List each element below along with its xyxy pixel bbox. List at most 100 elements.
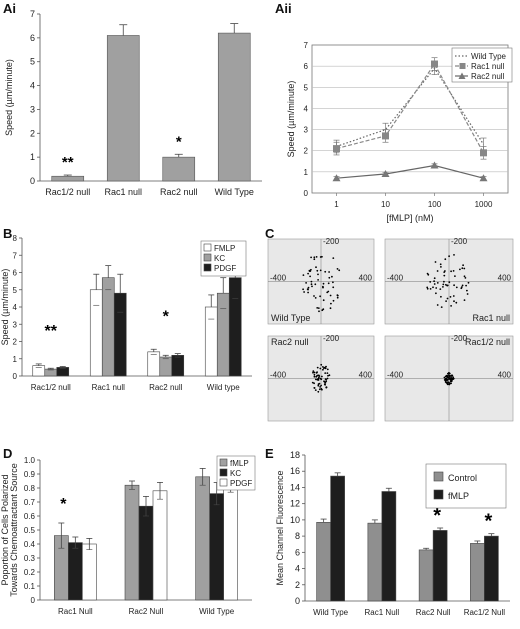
scatter-point <box>310 256 312 259</box>
scatter-point <box>453 300 455 303</box>
tick-label: -200 <box>451 334 468 343</box>
scatter-point <box>443 376 446 379</box>
y-tick-label: 2 <box>304 147 309 156</box>
subplot-label: Rac1/2 null <box>465 337 510 347</box>
scatter-point <box>332 257 335 259</box>
scatter-point <box>326 372 329 374</box>
scatter-point <box>319 295 321 298</box>
scatter-point <box>324 270 327 273</box>
scatter-point <box>320 378 323 381</box>
y-tick-label: 2 <box>13 338 18 347</box>
scatter-point <box>450 380 453 382</box>
x-tick-label: Rac1 Null <box>58 607 93 616</box>
scatter-point <box>314 283 317 286</box>
scatter-point <box>432 286 434 289</box>
scatter-point <box>326 368 329 371</box>
scatter-point <box>445 283 447 286</box>
chart-b: 0 1 2 3 4 5 6 7 8 Speed (µm/minute) Rac1/2 null ** R… <box>0 234 252 392</box>
scatter-point <box>332 299 335 302</box>
scatter-point <box>320 384 322 387</box>
scatter-point <box>466 293 469 295</box>
scatter-point <box>442 283 445 286</box>
y-tick-label: 18 <box>290 450 300 460</box>
scatter-point <box>461 286 463 288</box>
scatter-point <box>439 288 442 290</box>
scatter-point <box>426 272 429 275</box>
scatter-point <box>325 386 328 389</box>
legend-swatch <box>203 243 212 252</box>
bar <box>330 475 345 602</box>
y-tick-label: 6 <box>30 33 35 43</box>
data-point <box>333 145 340 153</box>
chart-aii: 0 1 2 3 4 5 6 7 Speed (µm/minute) 1 10 100 1000 [fMLP… <box>286 41 513 223</box>
chart-d: 0 0.1 0.2 0.3 0.4 0.5 0.6 0.7 0.8 0.9 1.0 Poportion… <box>0 455 256 616</box>
scatter-point <box>429 281 432 283</box>
y-tick-label: 1.0 <box>24 456 36 465</box>
tick-label: -200 <box>451 237 468 246</box>
y-tick-label: 0.8 <box>24 484 36 493</box>
scatter-point <box>449 296 452 298</box>
tick-label: 400 <box>359 274 373 283</box>
scatter-point <box>325 365 327 368</box>
significance-mark: * <box>163 308 170 325</box>
y-tick-label: 0.6 <box>24 512 36 521</box>
scatter-point <box>433 280 435 283</box>
scatter-point <box>328 374 331 377</box>
bar <box>138 505 154 601</box>
bar <box>228 277 242 377</box>
panel-label-c: C <box>265 226 275 241</box>
scatter-point <box>309 275 311 278</box>
scatter-point <box>302 288 304 291</box>
legend-label: PDGF <box>230 479 252 488</box>
x-tick-label: Wild type <box>207 383 240 392</box>
scatter-point <box>443 280 445 283</box>
scatter-point <box>328 276 331 279</box>
tick-label: -200 <box>323 334 340 343</box>
panel-label-ai: Ai <box>3 1 16 16</box>
data-point <box>332 174 341 182</box>
scatter-point <box>317 384 320 387</box>
scatter-point <box>328 271 330 273</box>
scatter-point <box>321 375 323 378</box>
x-tick-label: Wild Type <box>199 607 235 616</box>
x-tick-label: Rac1 null <box>92 383 126 392</box>
y-tick-label: 4 <box>304 104 309 113</box>
data-point <box>480 149 487 157</box>
scatter-point <box>316 269 319 272</box>
scatter-point <box>319 386 321 388</box>
tick-label: -400 <box>270 371 287 380</box>
scatter-point <box>313 375 316 378</box>
bar <box>113 292 127 377</box>
subplot-label: Rac1 null <box>472 313 510 323</box>
scatter-point <box>466 289 468 292</box>
scatter-point <box>434 261 437 263</box>
y-axis-label: Mean Channel Fluorescence <box>275 470 285 585</box>
legend-swatch <box>219 478 228 487</box>
x-tick-label: Rac1 Null <box>365 608 400 617</box>
y-tick-label: 14 <box>290 482 300 492</box>
scatter-point <box>310 280 313 283</box>
scatter-point <box>440 266 442 268</box>
scatter-point <box>446 376 449 378</box>
legend-label: FMLP <box>214 244 235 253</box>
scatter-point <box>450 382 452 385</box>
scatter-point <box>326 291 329 294</box>
y-tick-label: 5 <box>304 83 309 92</box>
scatter-point <box>302 274 305 276</box>
y-tick-label: 16 <box>290 466 300 476</box>
scatter-point <box>307 272 309 275</box>
scatter-point <box>307 286 310 289</box>
bar <box>223 480 238 601</box>
bar <box>316 522 331 602</box>
scatter-point <box>313 371 316 374</box>
scatter-point <box>450 305 452 307</box>
scatter-point <box>319 367 322 370</box>
scatter-point <box>429 288 432 290</box>
y-tick-label: 5 <box>30 57 35 67</box>
scatter-point <box>324 378 327 380</box>
scatter-point <box>452 295 455 297</box>
scatter-point <box>315 256 318 258</box>
scatter-point <box>313 258 316 261</box>
scatter-point <box>426 286 429 289</box>
